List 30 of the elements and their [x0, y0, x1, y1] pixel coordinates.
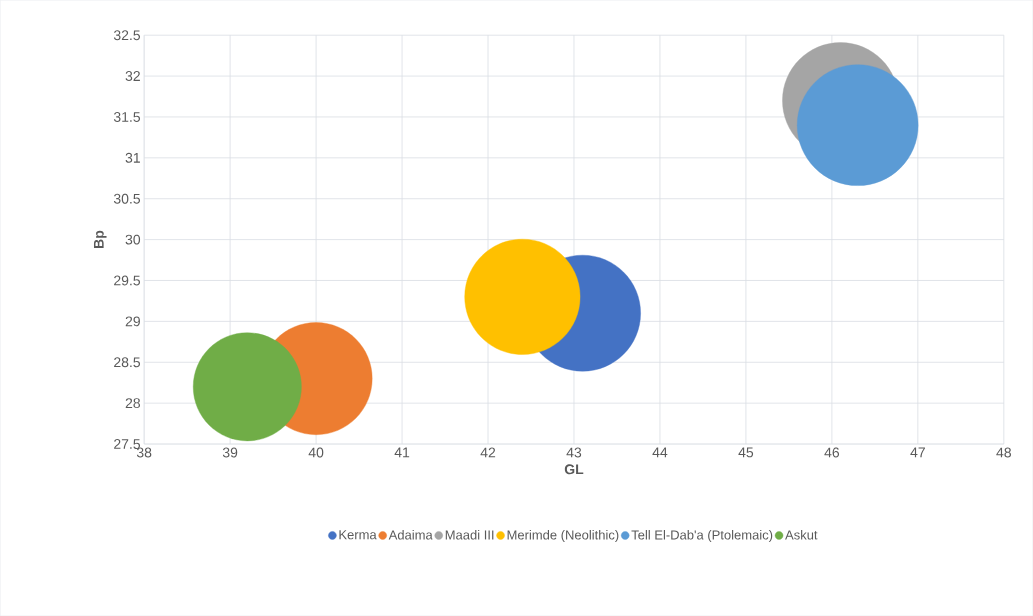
- y-tick-label: 29: [125, 316, 140, 327]
- x-tick-label: 45: [738, 447, 754, 458]
- legend-label: Tell El-Dab'a (Ptolemaic): [631, 529, 773, 543]
- y-tick-label: 28.5: [114, 357, 141, 368]
- x-tick-label: 43: [566, 447, 582, 458]
- x-tick-label: 47: [910, 447, 925, 458]
- x-tick-label: 46: [824, 447, 840, 458]
- x-tick-label: 40: [308, 447, 324, 458]
- legend-label: Merimde (Neolithic): [507, 529, 619, 543]
- x-tick-label: 44: [652, 447, 668, 458]
- legend-label: Adaima: [388, 529, 433, 540]
- x-tick-label: 38: [136, 447, 152, 458]
- legend-label: Askut: [785, 529, 818, 540]
- y-tick-label: 32.5: [113, 30, 141, 41]
- y-tick-label: 31: [125, 152, 140, 163]
- y-tick-label: 28: [125, 398, 141, 409]
- y-tick-label: 32: [125, 71, 140, 81]
- x-tick-label: 48: [996, 447, 1011, 458]
- x-tick-label: 42: [480, 447, 496, 458]
- legend-label: Kerma: [339, 530, 377, 540]
- y-tick-label: 31.5: [113, 111, 141, 122]
- x-axis-title: GL: [564, 464, 584, 475]
- y-tick-label: 30.5: [113, 193, 141, 204]
- y-axis-title: Bp: [93, 230, 107, 248]
- x-tick-label: 41: [394, 447, 410, 458]
- legend-label: Maadi III: [445, 529, 494, 540]
- y-tick-label: 27.5: [114, 438, 141, 449]
- y-tick-label: 29.5: [114, 275, 141, 286]
- y-tick-label: 30: [125, 234, 141, 245]
- x-tick-label: 39: [222, 447, 238, 458]
